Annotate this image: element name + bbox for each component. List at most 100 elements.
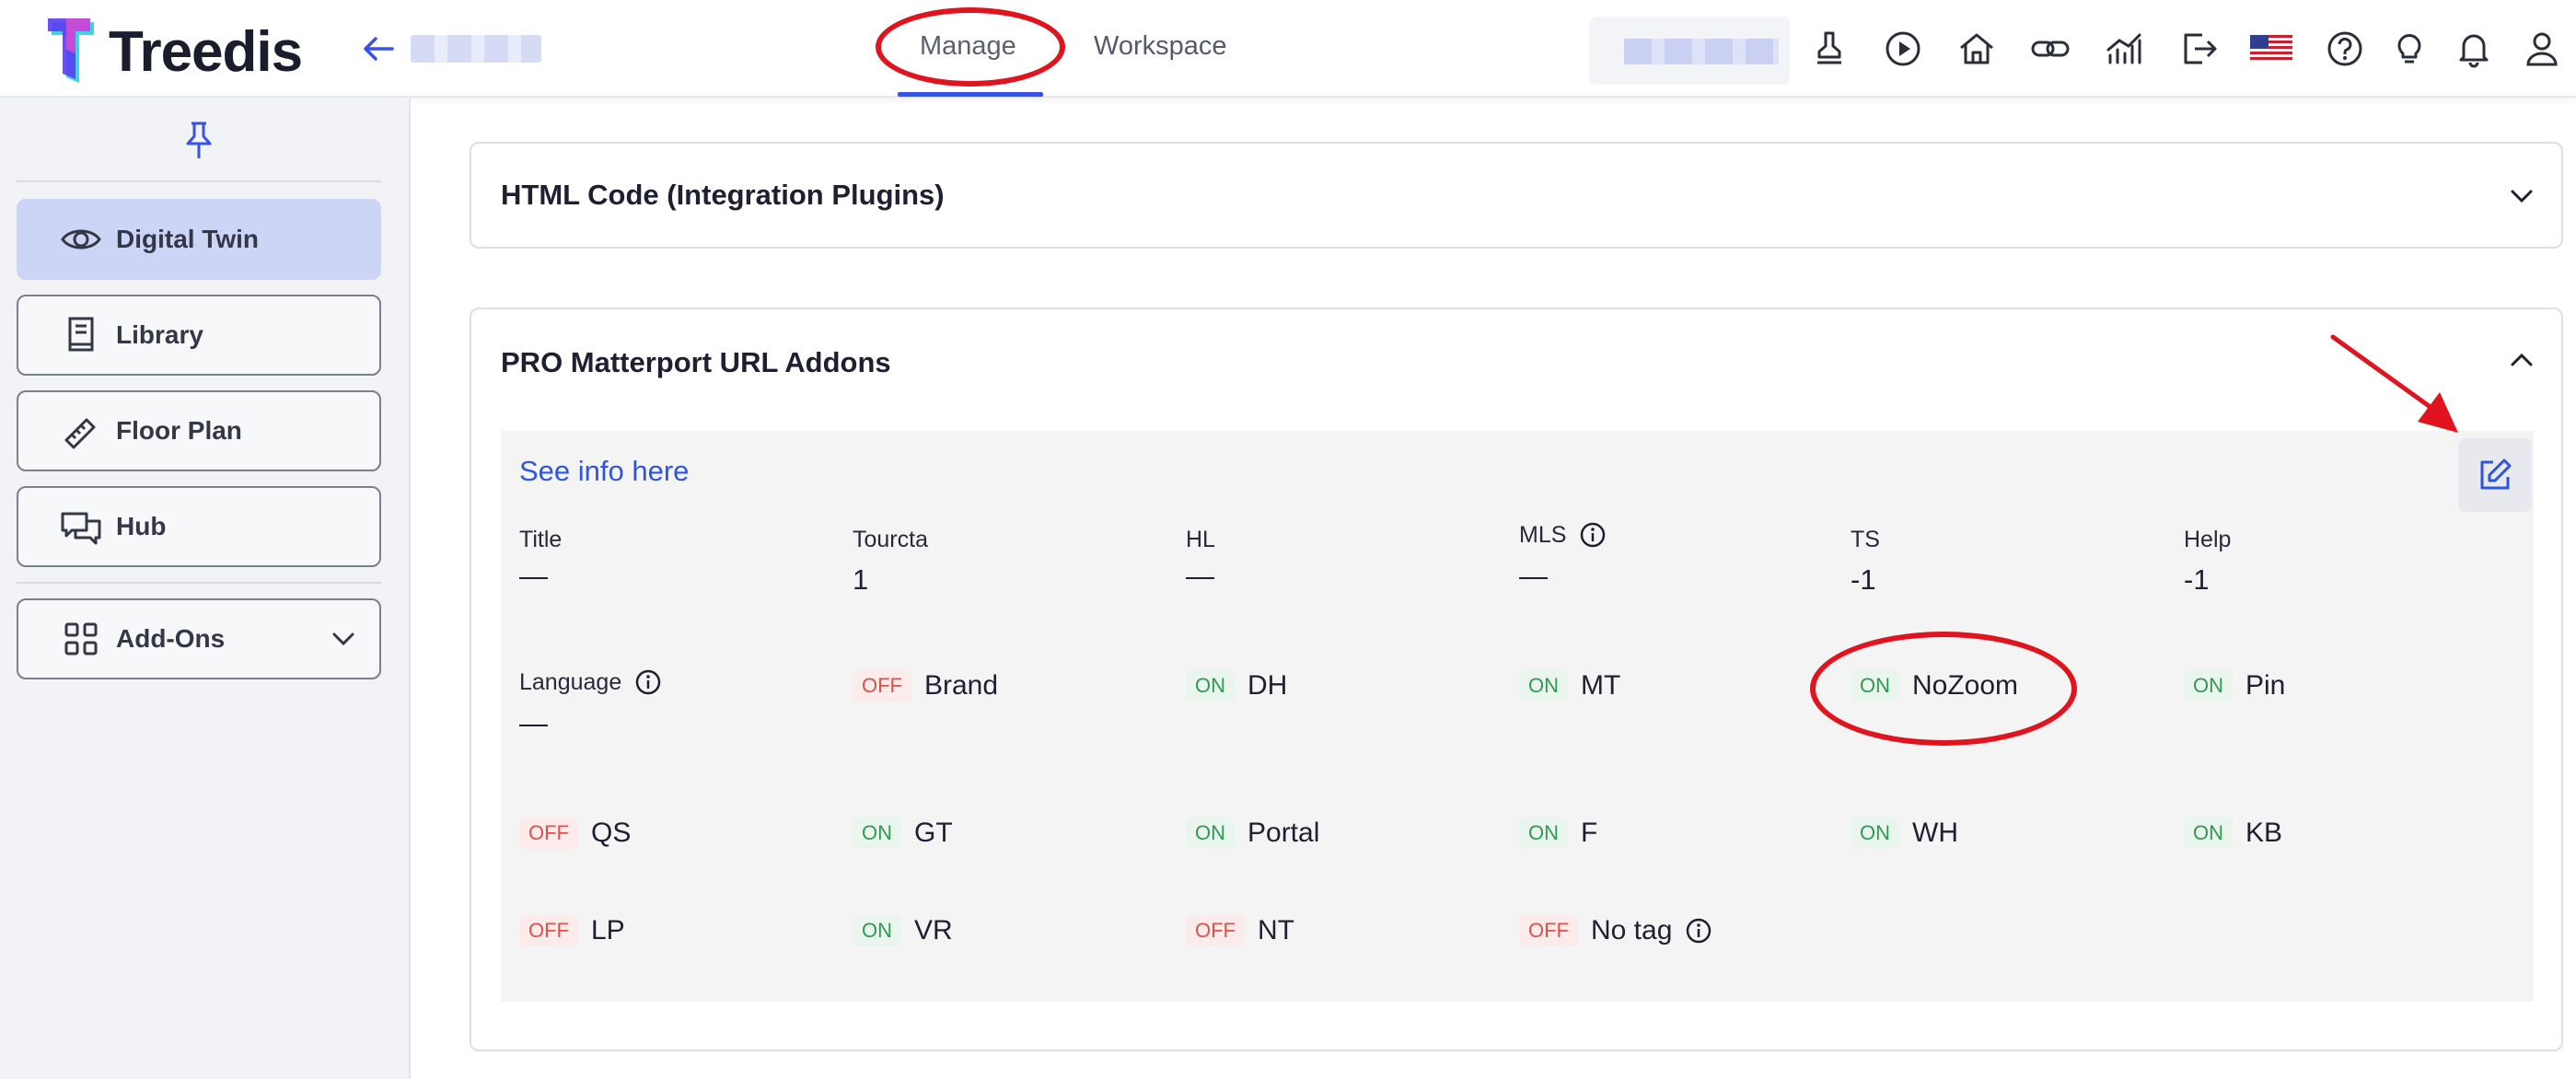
toggle-state: ON	[853, 818, 901, 849]
toggle-brand[interactable]: OFF Brand	[853, 670, 998, 702]
toggle-name: LP	[591, 915, 625, 946]
info-icon[interactable]	[1579, 521, 1607, 549]
toggle-state: ON	[2184, 670, 2233, 702]
toggle-state: ON	[1519, 670, 1568, 702]
field-value-language: —	[519, 707, 548, 739]
toggle-name: VR	[914, 915, 953, 946]
annotation-circle-nozoom	[1810, 632, 2077, 746]
field-label-help: Help	[2184, 527, 2232, 552]
book-icon	[68, 317, 94, 352]
field-value-ts: -1	[1851, 563, 1876, 596]
field-label-title: Title	[519, 527, 563, 552]
toggle-name: QS	[591, 818, 632, 848]
brand-name: Treedis	[109, 19, 303, 84]
toggle-state: OFF	[519, 915, 578, 946]
eye-icon	[61, 229, 101, 249]
edit-button[interactable]	[2458, 438, 2532, 512]
toggle-dh[interactable]: ON DH	[1186, 670, 1287, 702]
field-label-ts: TS	[1851, 527, 1880, 552]
toggle-wh[interactable]: ON WH	[1851, 818, 1958, 849]
html-code-card[interactable]: HTML Code (Integration Plugins)	[470, 142, 2563, 249]
active-tab-indicator	[898, 92, 1043, 97]
sidebar-item-floor-plan[interactable]: Floor Plan	[17, 390, 381, 471]
toggle-vr[interactable]: ON VR	[853, 915, 953, 946]
sidebar-item-library[interactable]: Library	[17, 295, 381, 376]
sidebar-item-label: Floor Plan	[116, 416, 242, 445]
play-icon[interactable]	[1882, 28, 1924, 70]
home-icon[interactable]	[1955, 28, 1998, 70]
sidebar-item-label: Digital Twin	[116, 225, 260, 253]
field-value-hl: —	[1186, 560, 1214, 592]
help-icon[interactable]	[2324, 28, 2366, 70]
sidebar-item-add-ons[interactable]: Add-Ons	[17, 598, 381, 679]
toggle-name: DH	[1247, 670, 1288, 701]
sidebar-item-label: Library	[116, 320, 203, 349]
chevron-down-icon[interactable]	[2506, 180, 2537, 212]
toggle-state: ON	[1851, 818, 1899, 849]
ruler-icon	[64, 418, 96, 449]
info-icon[interactable]	[634, 668, 662, 696]
treedis-logo[interactable]: Treedis	[46, 17, 303, 87]
toggle-state: OFF	[519, 818, 578, 849]
toggle-name: Brand	[924, 670, 999, 701]
toggle-nt[interactable]: OFF NT	[1186, 915, 1294, 946]
annotation-arrow-icon	[2330, 334, 2458, 433]
us-flag-icon[interactable]	[2250, 28, 2292, 70]
tab-workspace[interactable]: Workspace	[1094, 31, 1227, 61]
sidebar-item-digital-twin[interactable]: Digital Twin	[17, 199, 381, 280]
toggle-state: ON	[2184, 818, 2233, 849]
toggle-no-tag[interactable]: OFF No tag	[1519, 915, 1712, 946]
toggle-state: ON	[853, 915, 901, 946]
field-value-title: —	[519, 560, 548, 592]
toggle-state: OFF	[1186, 915, 1245, 946]
sidebar-divider	[17, 582, 381, 584]
chat-icon	[61, 512, 101, 545]
toggle-portal[interactable]: ON Portal	[1186, 818, 1319, 849]
sidebar-item-label: Hub	[116, 512, 167, 540]
pro-addons-title: PRO Matterport URL Addons	[501, 346, 891, 378]
edit-icon	[2480, 458, 2512, 490]
field-label-tourcta: Tourcta	[853, 527, 928, 552]
toggle-lp[interactable]: OFF LP	[519, 915, 625, 946]
see-info-link[interactable]: See info here	[519, 455, 690, 487]
sidebar-item-hub[interactable]: Hub	[17, 486, 381, 567]
toggle-state: ON	[1519, 818, 1568, 849]
field-value-tourcta: 1	[853, 563, 869, 596]
lightbulb-icon[interactable]	[2388, 28, 2431, 70]
grid-icon	[64, 622, 98, 656]
addons-panel: See info here Title — Tourcta 1 HL — MLS…	[501, 431, 2534, 1002]
account-name-redacted	[1624, 39, 1779, 64]
bell-icon[interactable]	[2453, 28, 2495, 70]
toggle-qs[interactable]: OFF QS	[519, 818, 631, 849]
export-icon[interactable]	[2176, 28, 2219, 70]
field-label-hl: HL	[1186, 527, 1215, 552]
model-title-redacted	[411, 35, 541, 63]
pin-icon[interactable]	[182, 120, 215, 160]
sidebar-divider	[17, 180, 381, 182]
toggle-name: KB	[2245, 818, 2283, 848]
toggle-name: No tag	[1591, 915, 1712, 946]
toggle-name: WH	[1912, 818, 1958, 848]
chevron-up-icon[interactable]	[2506, 344, 2537, 376]
toggle-pin[interactable]: ON Pin	[2184, 670, 2285, 702]
field-label-language: Language	[519, 668, 662, 696]
toggle-state: OFF	[1519, 915, 1578, 946]
field-label-mls: MLS	[1519, 521, 1607, 549]
toggle-name: Pin	[2245, 670, 2286, 701]
toggle-name: MT	[1581, 670, 1621, 701]
toggle-state: OFF	[853, 670, 911, 702]
link-icon[interactable]	[2029, 28, 2071, 70]
stamp-icon[interactable]	[1808, 28, 1851, 70]
info-icon[interactable]	[1685, 917, 1712, 945]
toggle-name: GT	[914, 818, 953, 848]
sidebar-item-label: Add-Ons	[116, 624, 226, 653]
account-selector[interactable]	[1589, 17, 1790, 85]
toggle-gt[interactable]: ON GT	[853, 818, 953, 849]
user-icon[interactable]	[2521, 28, 2563, 70]
toggle-kb[interactable]: ON KB	[2184, 818, 2282, 849]
toggle-name: Portal	[1247, 818, 1320, 848]
toggle-mt[interactable]: ON MT	[1519, 670, 1620, 702]
back-arrow-icon[interactable]	[357, 28, 400, 70]
toggle-f[interactable]: ON F	[1519, 818, 1597, 849]
analytics-icon[interactable]	[2103, 28, 2145, 70]
